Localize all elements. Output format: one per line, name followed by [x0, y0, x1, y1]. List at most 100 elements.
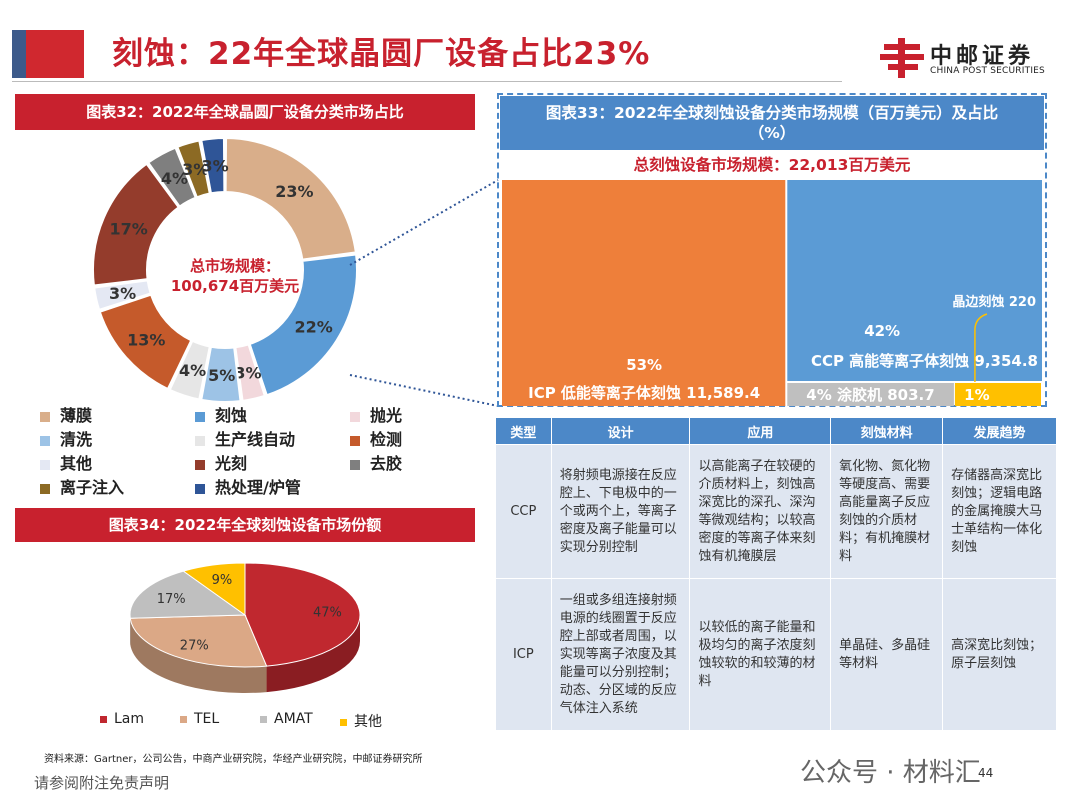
pie-data-label: 9% — [212, 573, 233, 588]
legend-item: 其他 — [340, 711, 382, 731]
page-title: 刻蚀：22年全球晶圆厂设备占比23% — [112, 36, 651, 72]
legend-swatch — [195, 411, 205, 422]
table-cell: 单晶硅、多晶硅等材料 — [830, 578, 944, 731]
mekko-bar — [787, 180, 1042, 381]
donut-slice — [168, 339, 211, 401]
legend-item: TEL — [180, 711, 219, 727]
legend-item: Lam — [100, 711, 144, 727]
legend-label: 离子注入 — [60, 478, 125, 497]
mekko-bar — [954, 383, 1041, 406]
table-header-cell: 刻蚀材料 — [830, 417, 944, 445]
donut-slice — [234, 343, 267, 402]
legend-item: 去胶 — [350, 453, 402, 475]
legend-label: 清洗 — [60, 430, 93, 449]
donut-slice — [200, 136, 226, 195]
legend-item: 光刻 — [195, 453, 247, 475]
table-cell: 氧化物、氮化物等硬度高、需要高能量离子反应刻蚀的介质材料；有机掩膜材料 — [830, 444, 944, 579]
fig32-center-label-2: 100,674百万美元 — [170, 277, 300, 295]
legend-item: 检测 — [350, 429, 402, 451]
mekko-bar — [502, 180, 786, 406]
donut-data-label: 23% — [275, 182, 313, 201]
donut-data-label: 4% — [161, 169, 188, 188]
legend-swatch — [40, 459, 50, 470]
mekko-label: 4% 涂胶机 803.7 — [806, 386, 934, 404]
fig33-title-line2: （%） — [748, 124, 796, 142]
table-row: ICP 一组或多组连接射频电源的线圈置于反应腔上部或者周围，以实现等离子浓度及其… — [495, 578, 1057, 731]
legend-label: 抛光 — [370, 406, 403, 425]
legend-item: 薄膜 — [40, 405, 92, 427]
donut-data-label: 3% — [202, 156, 229, 175]
fig33-title: 图表33：2022年全球刻蚀设备分类市场规模（百万美元）及占比 （%） — [500, 96, 1044, 150]
donut-data-label: 4% — [179, 361, 206, 380]
legend-item: 热处理/炉管 — [195, 477, 301, 499]
legend-swatch — [350, 411, 360, 422]
pie-slice — [244, 562, 361, 667]
legend-swatch — [195, 483, 205, 494]
donut-slice — [176, 139, 211, 199]
legend-label: AMAT — [274, 711, 313, 727]
pie-slice — [182, 562, 246, 616]
legend-label: 光刻 — [215, 454, 248, 473]
table-cell: 存储器高深宽比刻蚀；逻辑电路的金属掩膜大马士革结构一体化刻蚀 — [942, 444, 1057, 579]
legend-item: 清洗 — [40, 429, 92, 451]
pie-data-label: 27% — [180, 639, 209, 654]
legend-item: 其他 — [40, 453, 92, 475]
table-row: CCP 将射频电源接在反应腔上、下电极中的一个或两个上，等离子密度及离子能量可以… — [495, 444, 1057, 579]
donut-slice — [92, 162, 181, 287]
fig32-legend: 薄膜 刻蚀 抛光 清洗 生产线自动 检测 其他 光刻 去胶 离子注入 热处理/炉管 — [40, 405, 490, 505]
fig32-title: 图表32：2022年全球晶圆厂设备分类市场占比 — [15, 94, 475, 130]
table-header-cell: 应用 — [689, 417, 832, 445]
table-header-row: 类型 设计 应用 刻蚀材料 发展趋势 — [495, 417, 1057, 445]
mekko-label: 53% — [626, 356, 662, 374]
pie-side — [266, 615, 360, 693]
legend-swatch — [100, 715, 107, 723]
connector-lines — [349, 179, 499, 407]
donut-slice — [98, 293, 193, 391]
china-post-logo-icon — [880, 38, 924, 78]
fig34-legend: Lam TEL AMAT 其他 — [100, 711, 420, 731]
donut-data-label: 13% — [127, 330, 165, 349]
legend-label: 去胶 — [370, 454, 403, 473]
legend-item: 刻蚀 — [195, 405, 247, 427]
mekko-bar — [787, 383, 954, 406]
legend-swatch — [350, 459, 360, 470]
page-number: 44 — [978, 766, 994, 780]
legend-label: Lam — [114, 711, 145, 727]
donut-data-label: 17% — [109, 219, 147, 238]
fig32-center-label-1: 总市场规模： — [189, 257, 280, 275]
donut-data-label: 5% — [208, 366, 235, 385]
legend-swatch — [340, 718, 347, 726]
legend-item: 离子注入 — [40, 477, 124, 499]
fig33-mekko-chart: 53% ICP 低能等离子体刻蚀 11,589.4 42% CCP 高能等离子体刻蚀 … — [502, 180, 1042, 406]
mekko-label: 1% — [964, 386, 989, 404]
legend-label: 薄膜 — [60, 406, 93, 425]
donut-data-label: 3% — [234, 363, 261, 382]
table-header-cell: 类型 — [495, 417, 552, 445]
donut-data-label: 22% — [295, 317, 333, 336]
brand-name-cn: 中邮证券 — [930, 44, 1035, 69]
legend-label: 刻蚀 — [215, 406, 248, 425]
donut-slice — [93, 279, 152, 312]
donut-data-label: 3% — [182, 160, 209, 179]
pie-slice — [129, 614, 268, 668]
mekko-label: 42% — [864, 322, 900, 340]
watermark: 公众号 · 材料汇 — [800, 758, 981, 788]
fig34-title: 图表34：2022年全球刻蚀设备市场份额 — [15, 508, 475, 542]
legend-swatch — [40, 411, 50, 422]
table-cell: 将射频电源接在反应腔上、下电极中的一个或两个上，等离子密度及离子能量可以实现分别… — [550, 444, 691, 579]
table-cell: CCP — [495, 444, 552, 579]
source-note: 资料来源：Gartner，公司公告，中商产业研究院，华经产业研究院，中邮证券研究… — [44, 754, 423, 765]
pie-data-label: 47% — [313, 605, 342, 620]
table-cell: 以较低的离子能量和极均匀的离子浓度刻蚀较软的和较薄的材料 — [689, 578, 832, 731]
donut-slice — [248, 253, 358, 397]
fig32-donut-chart: 23%22%3%5%4%13%3%17%4%3%3% — [92, 136, 358, 403]
legend-swatch — [40, 435, 50, 446]
donut-slice — [200, 345, 242, 403]
table-header-cell: 设计 — [550, 417, 691, 445]
fig33-frame — [497, 93, 1047, 407]
table-cell: ICP — [495, 578, 552, 731]
fig32-center-label: 总市场规模： 100,674百万美元 — [150, 256, 320, 296]
legend-swatch — [180, 715, 187, 723]
legend-label: TEL — [194, 711, 220, 727]
donut-slice — [224, 136, 357, 261]
